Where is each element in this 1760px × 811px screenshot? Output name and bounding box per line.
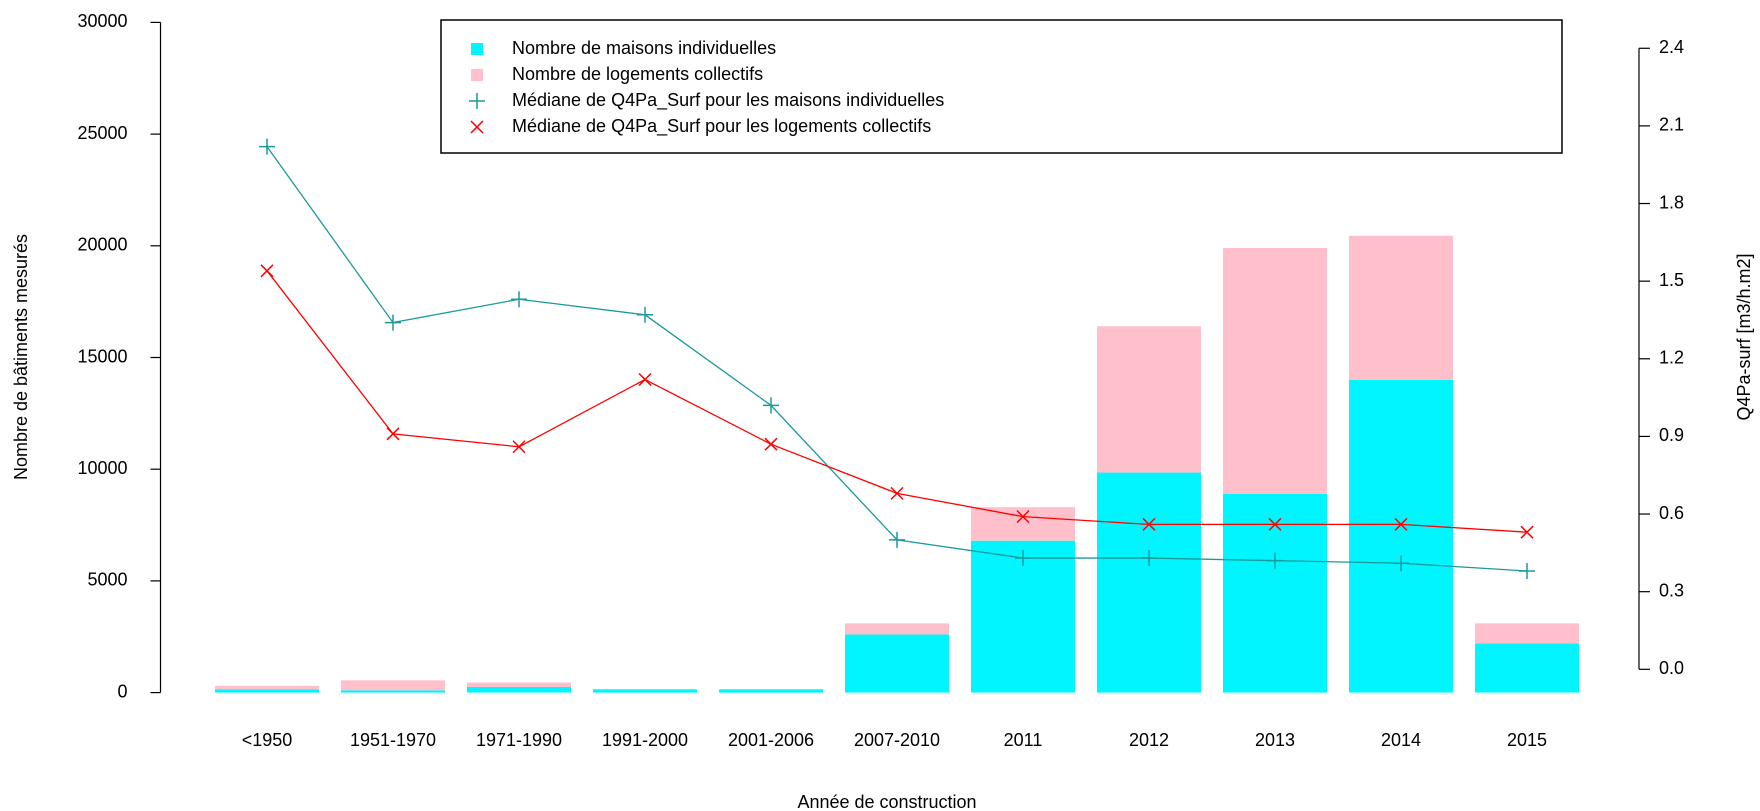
x-axis-title: Année de construction <box>797 792 976 811</box>
bar <box>215 689 319 693</box>
bar <box>1475 623 1579 644</box>
legend-label: Médiane de Q4Pa_Surf pour les maisons in… <box>512 90 944 111</box>
y2-axis-title: Q4Pa-surf [m3/h.m2] <box>1734 253 1754 420</box>
legend-label: Nombre de maisons individuelles <box>512 38 776 58</box>
line-marker <box>385 314 401 331</box>
y2-tick-label: 0.0 <box>1659 658 1684 678</box>
line-marker <box>889 531 905 548</box>
bar <box>341 690 445 693</box>
line-marker <box>511 291 527 308</box>
bar <box>341 680 445 691</box>
x-tick-label: 2014 <box>1381 730 1421 750</box>
line-marker <box>1519 562 1535 579</box>
line <box>266 146 1528 572</box>
line-marker <box>1268 517 1282 531</box>
x-tick-label: 2011 <box>1004 730 1043 750</box>
x-tick-label: 2007-2010 <box>854 730 940 750</box>
line-marker <box>259 138 275 155</box>
x-tick-label: 2012 <box>1129 730 1169 750</box>
y-tick-label: 5000 <box>87 570 127 590</box>
bar <box>845 623 949 635</box>
y-axis-title: Nombre de bâtiments mesurés <box>11 234 31 480</box>
x-tick-label: <1950 <box>242 730 293 750</box>
y2-tick-label: 2.1 <box>1659 115 1684 135</box>
bar <box>1097 326 1201 473</box>
legend-label: Médiane de Q4Pa_Surf pour les logements … <box>512 116 931 137</box>
legend-label: Nombre de logements collectifs <box>512 64 763 84</box>
line-marker <box>1141 550 1157 567</box>
y2-tick-label: 1.8 <box>1659 192 1684 212</box>
bar <box>467 682 571 688</box>
x-tick-label: 1971-1990 <box>476 730 562 750</box>
bar <box>1223 248 1327 494</box>
y2-tick-label: 1.2 <box>1659 348 1684 368</box>
bar <box>1349 235 1453 380</box>
bar <box>1475 643 1579 693</box>
legend-marker <box>469 93 485 109</box>
bar <box>467 687 571 693</box>
y-tick-label: 20000 <box>77 235 127 255</box>
y2-tick-label: 0.3 <box>1659 580 1684 600</box>
line-marker <box>1015 550 1031 567</box>
legend-marker <box>470 120 484 134</box>
line-marker <box>386 427 400 441</box>
x-tick-label: 2013 <box>1255 730 1295 750</box>
line-marker <box>1394 517 1408 531</box>
line-marker <box>638 372 652 387</box>
y2-tick-label: 2.4 <box>1659 37 1684 57</box>
y2-tick-label: 0.6 <box>1659 503 1684 523</box>
line-marker <box>637 306 653 323</box>
bar <box>1223 493 1327 693</box>
bar <box>719 689 823 693</box>
line-marker <box>763 397 779 414</box>
line-marker <box>1142 517 1156 531</box>
line-marker <box>1393 555 1409 572</box>
x-tick-label: 1991-2000 <box>602 730 688 750</box>
legend-swatch <box>471 43 483 55</box>
line-marker <box>1520 525 1534 539</box>
bar <box>1097 472 1201 693</box>
bar <box>845 634 949 693</box>
y-tick-label: 30000 <box>77 11 127 31</box>
bar <box>1349 379 1453 693</box>
line-marker <box>764 437 778 451</box>
y-tick-label: 0 <box>117 681 127 701</box>
line-marker <box>1267 552 1283 569</box>
bar <box>215 685 319 690</box>
x-tick-label: 2001-2006 <box>728 730 814 750</box>
y2-tick-label: 0.9 <box>1659 425 1684 445</box>
y-tick-label: 15000 <box>77 346 127 366</box>
x-tick-label: 2015 <box>1507 730 1547 750</box>
bar <box>971 507 1075 541</box>
line-marker <box>1016 510 1030 524</box>
line-marker <box>260 264 274 278</box>
y2-tick-label: 1.5 <box>1659 270 1684 290</box>
legend-swatch <box>471 69 483 81</box>
line-marker <box>512 440 526 454</box>
y-tick-label: 25000 <box>77 123 127 143</box>
x-tick-label: 1951-1970 <box>350 730 436 750</box>
bar <box>593 689 697 693</box>
line-marker <box>890 486 904 500</box>
y-tick-label: 10000 <box>77 458 127 478</box>
legend-box <box>440 19 1563 154</box>
